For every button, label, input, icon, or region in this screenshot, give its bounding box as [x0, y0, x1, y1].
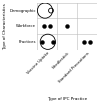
Point [49, 25, 51, 27]
Point [41, 41, 43, 43]
Point [84, 41, 85, 43]
X-axis label: Type of IPC Practice: Type of IPC Practice [47, 97, 87, 101]
Y-axis label: Type of Characteristics: Type of Characteristics [3, 3, 7, 50]
Point [66, 25, 68, 27]
Point [44, 10, 46, 11]
Point [47, 41, 49, 43]
Point [52, 41, 54, 43]
Point [89, 41, 91, 43]
Point [50, 10, 52, 11]
Point [44, 25, 45, 27]
